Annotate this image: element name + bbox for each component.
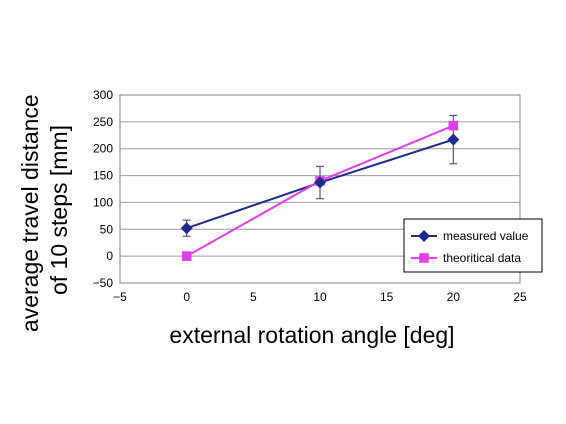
y-tick-label: 50 <box>100 222 114 236</box>
x-tick-label: 20 <box>447 290 461 304</box>
diamond-marker <box>314 176 326 189</box>
x-axis-title: external rotation angle [deg] <box>169 322 454 348</box>
x-tick-label: 5 <box>250 290 257 304</box>
legend-item: measured value <box>411 229 529 243</box>
y-tick-label: 300 <box>93 88 113 102</box>
y-axis-title: average travel distance of 10 steps [mm] <box>17 88 72 332</box>
legend-label: measured value <box>443 229 529 243</box>
series-markers <box>180 133 460 235</box>
y-tick-label: −50 <box>93 276 114 290</box>
y-tick-label: 250 <box>93 115 113 129</box>
diamond-marker <box>180 222 193 235</box>
legend-label: theoritical data <box>443 251 521 265</box>
square-marker <box>448 120 459 131</box>
legend: measured value theoritical data <box>403 218 543 273</box>
y-tick-label: 150 <box>93 169 113 183</box>
y-tick-label: 0 <box>106 249 113 263</box>
series-layer <box>180 114 460 261</box>
square-marker <box>181 251 192 261</box>
y-axis-title-line-2: of 10 steps [mm] <box>46 125 72 295</box>
x-tick-label: 25 <box>513 290 527 304</box>
diamond-marker <box>418 230 430 242</box>
y-tick-label: 200 <box>93 142 113 156</box>
diamond-marker <box>447 133 460 146</box>
y-tick-labels: −50 0 50 100 150 200 250 300 <box>93 88 114 290</box>
x-tick-label: 10 <box>313 290 327 304</box>
y-tick-label: 100 <box>93 195 113 209</box>
legend-box <box>403 218 543 273</box>
square-marker <box>419 253 429 263</box>
x-tick-label: 0 <box>183 290 190 304</box>
x-tick-label: −5 <box>113 290 127 304</box>
x-tick-labels: −5 0 5 10 15 20 25 <box>113 290 527 304</box>
x-tick-label: 15 <box>380 290 394 304</box>
y-axis-title-line-1: average travel distance <box>17 94 43 332</box>
legend-item: theoritical data <box>411 251 521 265</box>
